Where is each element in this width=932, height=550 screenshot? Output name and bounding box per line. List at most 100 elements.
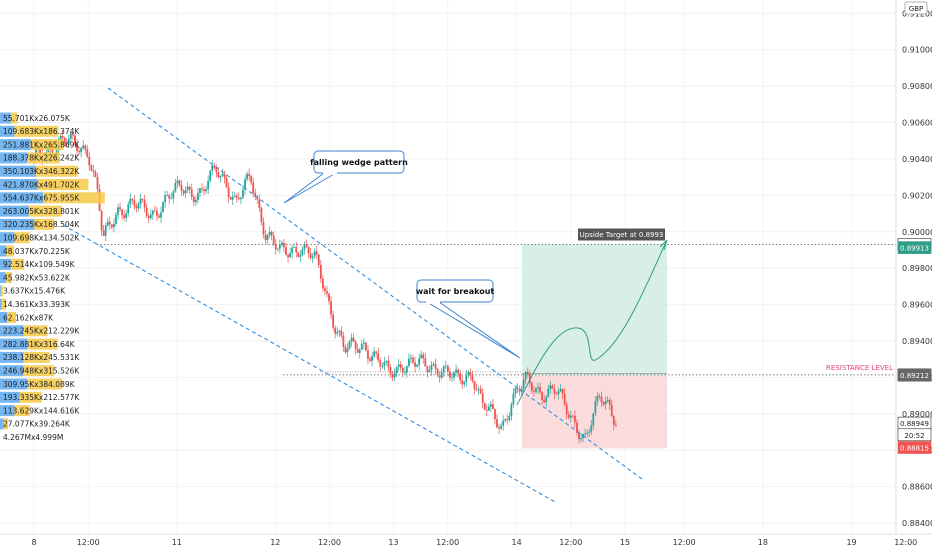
- y-tick-label: 0.90200: [902, 191, 932, 200]
- candle-body: [317, 254, 320, 265]
- candle-body: [297, 252, 300, 257]
- wedge-lower-line: [62, 224, 558, 504]
- vp-label: 109.698Kx134.502K: [3, 234, 80, 243]
- candle-body: [598, 395, 601, 397]
- candle-body: [170, 198, 173, 199]
- vp-sell-bar: [1, 298, 7, 310]
- candle-body: [303, 244, 306, 250]
- candle-body: [465, 375, 468, 382]
- x-tick-label: 12:00: [894, 538, 917, 547]
- candle-body: [612, 416, 615, 426]
- candle-body: [369, 358, 371, 361]
- candle-body: [340, 330, 343, 337]
- y-tick-label: 0.90400: [902, 155, 932, 164]
- profit-zone: [522, 244, 667, 376]
- candle-body: [541, 392, 544, 401]
- vp-sell-bar: [28, 205, 62, 217]
- vp-buy-bar: [0, 391, 20, 403]
- candle-body: [569, 415, 572, 418]
- candle-body: [459, 373, 462, 381]
- x-tick-label: 18: [758, 538, 768, 547]
- candle-body: [362, 342, 365, 344]
- candle-body: [254, 192, 257, 197]
- breakout-callout-pointer: [426, 301, 521, 359]
- candle-body: [416, 364, 419, 367]
- candle-body: [365, 342, 367, 351]
- vp-label: 4.267Mx4.999M: [3, 433, 63, 442]
- candle-body: [352, 337, 355, 342]
- x-tick-label: 14: [512, 538, 522, 547]
- candle-body: [100, 210, 103, 231]
- x-tick-label: 12:00: [559, 538, 582, 547]
- price-tag: 0.88815: [897, 441, 932, 454]
- candle-body: [524, 371, 527, 380]
- vp-sell-bar: [30, 139, 64, 151]
- candle-body: [145, 207, 148, 216]
- candle-body: [240, 197, 242, 200]
- vp-buy-bar: [0, 312, 8, 323]
- vp-buy-bar: [0, 205, 29, 217]
- candle-body: [410, 357, 412, 359]
- candle-body: [438, 375, 441, 378]
- vp-buy-bar: [0, 139, 31, 151]
- candle-body: [299, 255, 302, 257]
- candle-body: [403, 372, 406, 374]
- candle-body: [428, 370, 431, 372]
- vp-buy-bar: [0, 112, 11, 124]
- candle-body: [455, 369, 457, 373]
- candle-body: [281, 242, 283, 246]
- y-tick-label: 0.89600: [902, 301, 932, 310]
- candle-body: [578, 432, 580, 440]
- vp-sell-bar: [27, 378, 63, 390]
- candle-body: [94, 171, 97, 177]
- vp-label: 14.361Kx33.393K: [3, 300, 71, 309]
- candle-body: [67, 138, 70, 144]
- candle-body: [86, 149, 89, 157]
- candle-body: [358, 349, 361, 353]
- currency-badge[interactable]: GBP: [904, 1, 928, 15]
- price-tags: 0.899300.899130.892140.892120.8894920:52…: [897, 238, 932, 454]
- candle-body: [293, 247, 296, 248]
- candle-body: [444, 366, 447, 367]
- time-axis[interactable]: 8 12:00 11 12 12:00 13 12:00 14 12:00 15 12:00 18 19…: [31, 538, 932, 547]
- price-tag: 0.89212: [897, 368, 932, 382]
- candle-body: [385, 360, 388, 362]
- candle-body: [78, 151, 80, 153]
- vp-buy-bar: [0, 351, 24, 363]
- price-tag-box: [897, 441, 932, 454]
- vp-buy-bar: [0, 245, 7, 257]
- candle-body: [168, 195, 171, 199]
- candle-body: [375, 351, 378, 354]
- vp-buy-bar: [0, 272, 6, 284]
- candle-body: [451, 377, 453, 379]
- vp-sell-bar: [14, 232, 30, 244]
- candle-body: [63, 137, 66, 143]
- candle-body: [172, 191, 175, 199]
- vp-label: 3.637Kx15.476K: [3, 287, 66, 296]
- target-tag-label: Upside Target at 0.8993: [580, 231, 664, 239]
- vp-buy-bar: [0, 152, 27, 164]
- candle-body: [250, 175, 253, 183]
- candle-body: [408, 358, 410, 366]
- candle-body: [266, 235, 269, 240]
- candle-body: [367, 350, 369, 359]
- candle-body: [117, 207, 119, 215]
- vp-label: 350.103Kx346.322K: [3, 167, 80, 176]
- vp-sell-bar: [10, 112, 18, 124]
- candle-body: [174, 183, 177, 192]
- candle-body: [567, 414, 570, 418]
- vp-buy-bar: [0, 378, 27, 390]
- candle-body: [463, 381, 466, 385]
- vp-buy-bar: [0, 165, 36, 177]
- vp-sell-bar: [5, 272, 12, 284]
- vp-buy-bar: [0, 298, 2, 310]
- candle-body: [127, 204, 130, 214]
- candle-body: [231, 196, 234, 200]
- price-tag-box: [897, 428, 932, 442]
- vp-label: 320.235Kx168.504K: [3, 220, 80, 229]
- candle-body: [141, 198, 144, 200]
- candle-body: [502, 420, 505, 426]
- candle-body: [346, 348, 349, 353]
- candle-body: [516, 388, 519, 390]
